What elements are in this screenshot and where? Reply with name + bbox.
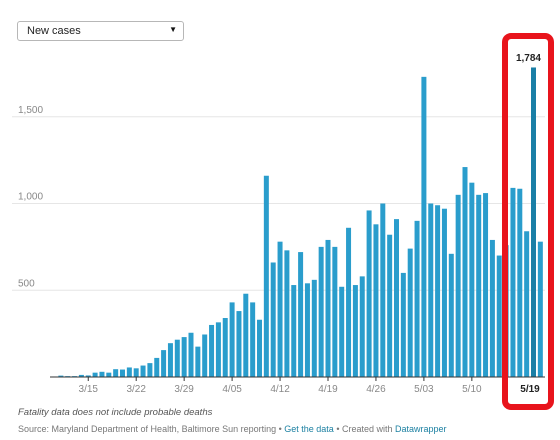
- y-tick-label: 500: [18, 278, 35, 289]
- get-the-data-link[interactable]: Get the data: [284, 424, 334, 434]
- bar: [195, 346, 201, 377]
- bar: [291, 285, 297, 377]
- bar: [58, 375, 64, 377]
- x-tick-label: 4/05: [222, 384, 242, 395]
- bar: [277, 241, 283, 377]
- bar: [120, 369, 125, 377]
- bar: [496, 255, 502, 377]
- chart-footnote: Fatality data does not include probable …: [18, 407, 213, 418]
- bar: [236, 311, 242, 377]
- bar: [270, 262, 276, 377]
- bar: [455, 194, 461, 377]
- bar: [483, 193, 489, 377]
- bar: [92, 372, 98, 377]
- bar: [524, 231, 530, 377]
- bar: [99, 371, 105, 377]
- metric-dropdown[interactable]: New cases ▼: [17, 21, 184, 41]
- bar: [537, 241, 543, 377]
- y-tick-label: 1,000: [18, 192, 43, 203]
- x-tick-label: 3/15: [79, 384, 99, 395]
- dropdown-selected-value: New cases: [27, 25, 81, 37]
- y-axis-ticks: 500 1,000 1,500: [18, 105, 43, 290]
- bar: [167, 343, 173, 377]
- x-tick-label: 3/22: [126, 384, 146, 395]
- bar: [161, 350, 167, 377]
- source-line: Source: Maryland Department of Health, B…: [18, 424, 447, 434]
- bar: [352, 285, 358, 377]
- datawrapper-link[interactable]: Datawrapper: [395, 424, 447, 434]
- bar: [428, 203, 434, 377]
- bar: [414, 220, 420, 377]
- bar: [318, 246, 324, 377]
- bar: [85, 375, 91, 377]
- bar: [366, 210, 372, 377]
- bar: [284, 250, 290, 377]
- x-tick-label: 4/19: [318, 384, 338, 395]
- bar: [154, 357, 160, 377]
- x-tick-label: 5/10: [462, 384, 482, 395]
- bar: [359, 276, 365, 377]
- bar: [202, 334, 208, 377]
- bar: [407, 248, 413, 377]
- bar: [387, 234, 393, 377]
- bar: [435, 205, 441, 377]
- bar: [325, 239, 331, 377]
- bar: [400, 272, 406, 377]
- bar: [126, 367, 132, 377]
- bar: [394, 219, 399, 377]
- bar: [215, 322, 221, 377]
- bar: [311, 279, 317, 377]
- bar: [380, 203, 386, 377]
- bar: [462, 167, 468, 377]
- bar: [304, 283, 310, 377]
- bar: [421, 76, 427, 377]
- created-with-text: • Created with: [333, 424, 396, 434]
- highlight-value-label: 1,784: [516, 53, 541, 64]
- bars: [51, 67, 543, 377]
- bar: [243, 293, 249, 377]
- chevron-down-icon: ▼: [169, 25, 177, 34]
- x-tick-label: 4/26: [366, 384, 386, 395]
- x-tick-label: 4/12: [270, 384, 290, 395]
- bar: [188, 332, 194, 377]
- bar: [448, 253, 454, 377]
- bar: [140, 365, 146, 377]
- bar: [469, 182, 475, 377]
- bar: [339, 286, 345, 377]
- bar: [78, 374, 84, 377]
- bar: [106, 372, 112, 377]
- bar: [263, 175, 269, 377]
- bar: [476, 194, 482, 377]
- bar: [174, 339, 180, 377]
- bar: [489, 239, 495, 377]
- bar: [250, 302, 256, 377]
- x-tick-label: 5/03: [414, 384, 434, 395]
- bar: [510, 187, 516, 377]
- source-text: Source: Maryland Department of Health, B…: [18, 424, 285, 434]
- y-tick-label: 1,500: [18, 105, 43, 116]
- bar: [332, 246, 338, 377]
- bar: [147, 363, 153, 377]
- bar: [209, 324, 215, 377]
- bar: [133, 368, 139, 377]
- x-axis-ticks: 3/15 3/22 3/29 4/05 4/12 4/19 4/26 5/03 5/10: [79, 377, 482, 395]
- bar: [257, 319, 262, 377]
- highlight-box: [502, 33, 554, 410]
- highlight-bar: [531, 67, 536, 377]
- x-tick-label: 3/29: [174, 384, 194, 395]
- bar: [298, 252, 304, 377]
- highlight-date-label: 5/19: [520, 384, 540, 395]
- bar: [181, 337, 187, 377]
- bar: [517, 188, 523, 377]
- bar: [229, 302, 235, 377]
- bar: [113, 369, 119, 377]
- bar: [346, 227, 352, 377]
- bar: [441, 208, 447, 377]
- bar: [373, 224, 379, 377]
- bar: [222, 318, 228, 377]
